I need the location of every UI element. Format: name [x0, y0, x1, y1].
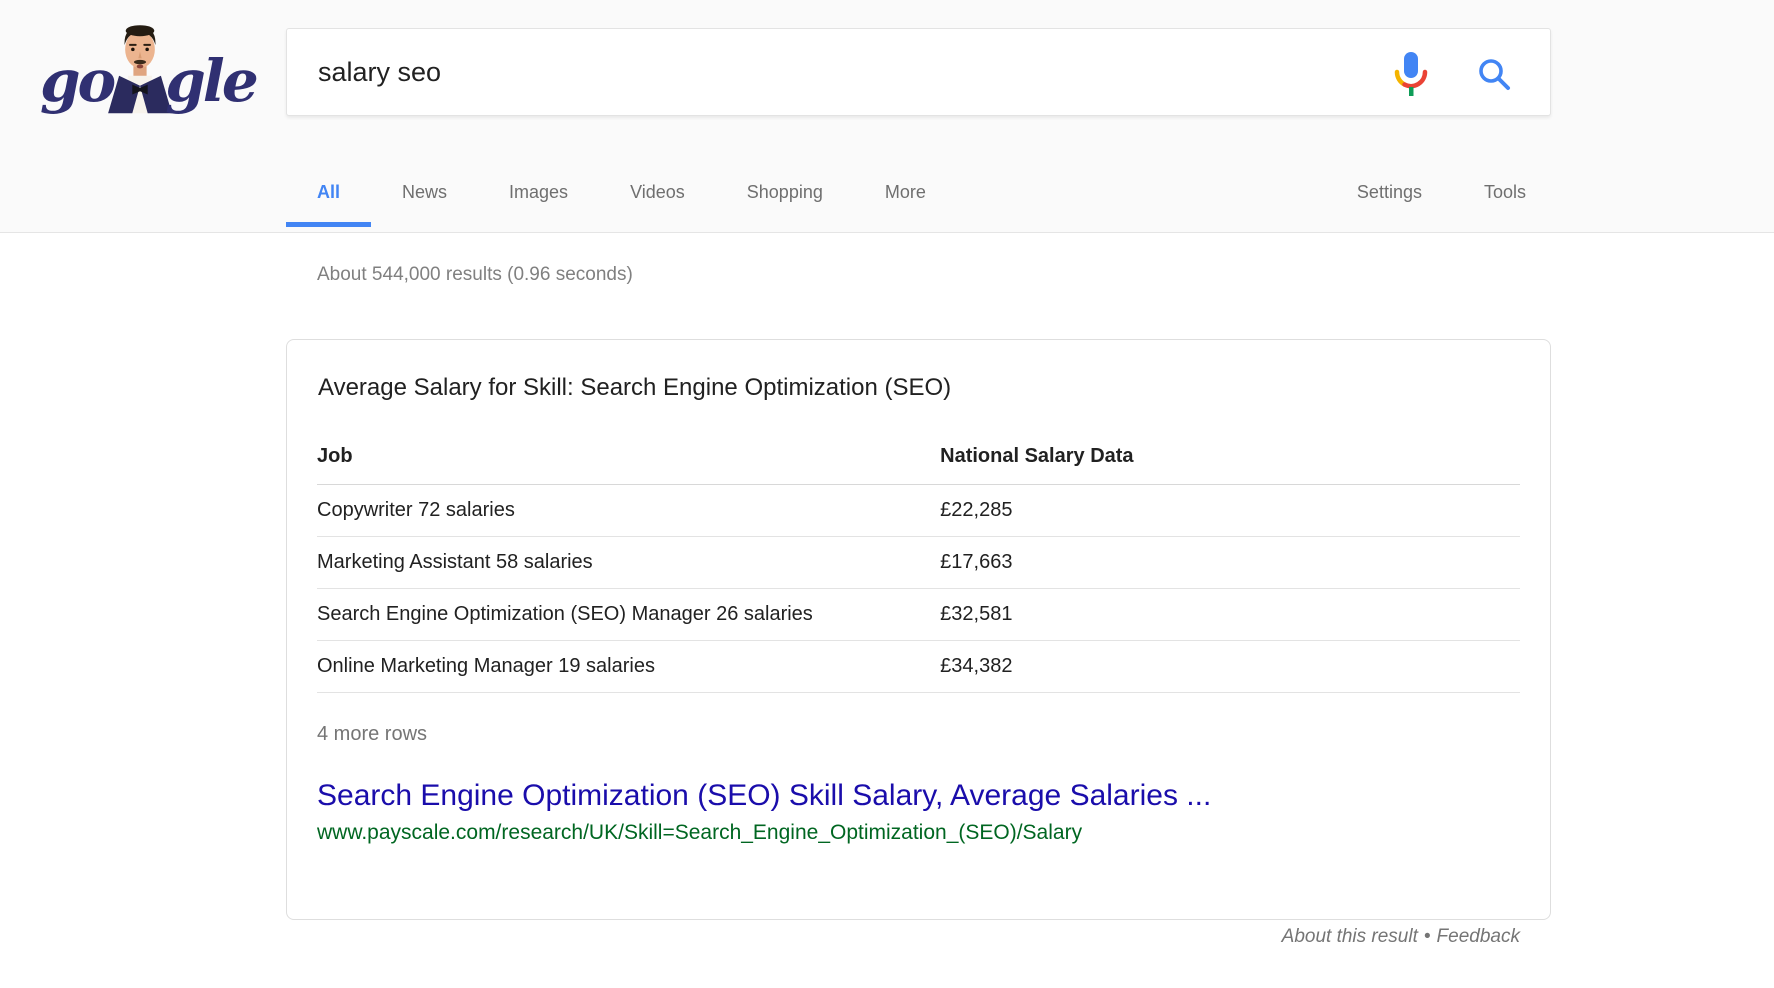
search-submit-button[interactable] — [1475, 55, 1513, 93]
salary-cell: £32,581 — [940, 588, 1520, 641]
feedback-link[interactable]: Feedback — [1436, 926, 1520, 947]
job-cell: Online Marketing Manager 19 salaries — [317, 640, 941, 693]
table-header-row: Job National Salary Data — [317, 433, 1520, 485]
search-bar[interactable]: salary seo — [286, 28, 1551, 116]
tab-news-label: News — [402, 181, 448, 202]
tab-more-label: More — [884, 181, 926, 202]
more-rows-note: 4 more rows — [317, 723, 428, 745]
tools-menu[interactable]: Tools — [1453, 164, 1557, 220]
about-this-result-link[interactable]: About this result — [1281, 926, 1418, 947]
settings-menu[interactable]: Settings — [1326, 164, 1453, 220]
result-url: www.payscale.com/research/UK/Skill=Searc… — [317, 821, 1083, 844]
table-row: Search Engine Optimization (SEO) Manager… — [317, 588, 1520, 641]
footer-separator: • — [1423, 926, 1431, 947]
voice-search-button[interactable] — [1391, 50, 1431, 98]
doodle-man-portrait-icon — [107, 19, 173, 129]
microphone-icon — [1391, 52, 1431, 102]
google-doodle-logo[interactable]: go — [40, 25, 259, 136]
tab-shopping-label: Shopping — [746, 181, 823, 202]
logo-text-left: go — [40, 47, 116, 115]
salary-cell: £34,382 — [940, 640, 1520, 693]
logo-text-right: gle — [165, 47, 258, 115]
search-type-tabs: All News Images Videos Shopping More — [286, 164, 957, 227]
salary-cell: £17,663 — [940, 536, 1520, 589]
table-row: Copywriter 72 salaries £22,285 — [317, 484, 1520, 537]
salary-table: Job National Salary Data Copywriter 72 s… — [317, 433, 1520, 693]
column-header-job: Job — [317, 433, 941, 485]
tab-videos[interactable]: Videos — [599, 164, 716, 220]
tab-images-label: Images — [509, 181, 569, 202]
salary-cell: £22,285 — [940, 484, 1520, 537]
tab-news[interactable]: News — [371, 164, 478, 220]
table-row: Marketing Assistant 58 salaries £17,663 — [317, 536, 1520, 589]
tools-label: Tools — [1483, 181, 1526, 202]
result-link[interactable]: Search Engine Optimization (SEO) Skill S… — [317, 779, 1212, 812]
job-cell: Marketing Assistant 58 salaries — [317, 536, 941, 589]
search-input[interactable]: salary seo — [318, 56, 442, 87]
search-tools-menu: Settings Tools — [1326, 164, 1557, 220]
search-header: go — [0, 0, 1774, 233]
snippet-footer: About this result • Feedback — [286, 926, 1520, 948]
settings-label: Settings — [1356, 181, 1422, 202]
table-row: Online Marketing Manager 19 salaries £34… — [317, 640, 1520, 693]
search-magnifier-icon — [1475, 59, 1513, 97]
column-header-salary: National Salary Data — [940, 433, 1520, 485]
featured-snippet-card: Average Salary for Skill: Search Engine … — [286, 339, 1551, 920]
result-stats: About 544,000 results (0.96 seconds) — [317, 264, 633, 285]
tab-all[interactable]: All — [286, 164, 372, 227]
job-cell: Search Engine Optimization (SEO) Manager… — [317, 588, 941, 641]
tab-all-label: All — [317, 181, 341, 202]
tab-videos-label: Videos — [630, 181, 685, 202]
job-cell: Copywriter 72 salaries — [317, 484, 941, 537]
tab-more[interactable]: More — [854, 164, 957, 220]
tab-images[interactable]: Images — [478, 164, 599, 220]
snippet-title: Average Salary for Skill: Search Engine … — [318, 374, 952, 401]
tab-shopping[interactable]: Shopping — [716, 164, 854, 220]
